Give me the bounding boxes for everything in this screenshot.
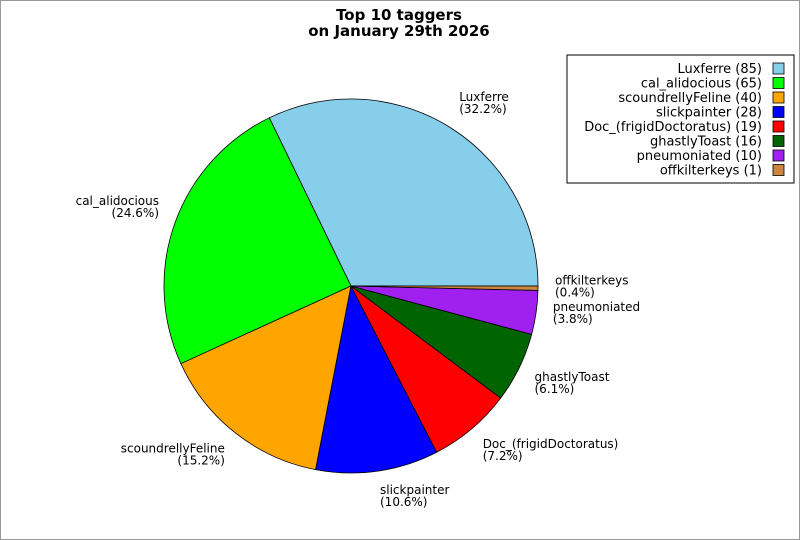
legend-item-slickpainter: slickpainter (28)	[656, 106, 785, 121]
slice-percent-luxferre: (32.2%)	[459, 102, 506, 116]
legend-label-doc-frigiddoctoratus: Doc_(frigidDoctoratus) (19)	[584, 120, 762, 135]
legend-item-scoundrellyfeline: scoundrellyFeline (40)	[618, 91, 785, 106]
legend-swatch-doc-frigiddoctoratus	[772, 120, 785, 133]
slice-labels: Luxferre(32.2%) cal_alidocious(24.6%) scou…	[76, 90, 641, 509]
slice-label-slickpainter: slickpainter	[380, 483, 449, 497]
legend-label-ghastlytoast: ghastlyToast (16)	[650, 135, 762, 150]
legend-label-offkilterkeys: offkilterkeys (1)	[660, 164, 762, 179]
legend-box	[566, 54, 795, 184]
slice-percent-doc-frigiddoctoratus: (7.2%)	[483, 449, 523, 463]
legend-label-luxferre: Luxferre (85)	[677, 62, 762, 77]
pie-slice-luxferre	[268, 98, 539, 287]
slice-label-ghastlytoast: ghastlyToast	[535, 370, 610, 384]
slice-percent-cal-alidocious: (24.6%)	[112, 206, 159, 220]
pie-slice-scoundrellyfeline	[180, 285, 352, 471]
slice-percent-ghastlytoast: (6.1%)	[535, 382, 575, 396]
slice-label-cal-alidocious: cal_alidocious	[76, 194, 159, 208]
legend-item-doc-frigiddoctoratus: Doc_(frigidDoctoratus) (19)	[584, 120, 785, 135]
legend-item-cal-alidocious: cal_alidocious (65)	[641, 77, 785, 92]
legend-swatch-offkilterkeys	[772, 164, 785, 176]
slice-percent-pneumoniated: (3.8%)	[553, 312, 593, 326]
legend: Luxferre (85)cal_alidocious (65)scoundre…	[566, 54, 795, 184]
legend-item-luxferre: Luxferre (85)	[677, 62, 785, 77]
pie-slice-slickpainter	[315, 284, 438, 474]
slice-percent-offkilterkeys: (0.4%)	[555, 285, 595, 299]
chart-title-line-2: on January 29th 2026	[308, 22, 489, 40]
chart-title-line-1: Top 10 taggers	[336, 6, 462, 24]
slice-label-offkilterkeys: offkilterkeys	[555, 273, 629, 287]
legend-swatch-cal-alidocious	[772, 77, 785, 89]
legend-swatch-slickpainter	[772, 106, 785, 118]
legend-swatch-luxferre	[772, 62, 785, 75]
pie-slice-cal-alidocious	[163, 117, 352, 365]
pie-slice-offkilterkeys	[350, 285, 539, 291]
legend-label-pneumoniated: pneumoniated (10)	[637, 149, 762, 164]
legend-swatch-pneumoniated	[772, 149, 785, 162]
chart-title: Top 10 taggers on January 29th 2026	[308, 6, 489, 40]
slice-percent-scoundrellyfeline: (15.2%)	[177, 453, 224, 467]
legend-swatch-scoundrellyfeline	[772, 91, 785, 104]
legend-item-pneumoniated: pneumoniated (10)	[637, 149, 785, 164]
slice-percent-slickpainter: (10.6%)	[380, 495, 427, 509]
slice-label-scoundrellyfeline: scoundrellyFeline	[121, 441, 225, 455]
legend-swatch-ghastlytoast	[772, 135, 785, 147]
slice-label-luxferre: Luxferre	[459, 90, 509, 104]
pie-slices	[163, 98, 539, 474]
slice-label-pneumoniated: pneumoniated	[553, 300, 640, 314]
legend-label-cal-alidocious: cal_alidocious (65)	[641, 77, 762, 92]
legend-label-scoundrellyfeline: scoundrellyFeline (40)	[618, 91, 762, 106]
legend-item-offkilterkeys: offkilterkeys (1)	[660, 164, 785, 179]
legend-label-slickpainter: slickpainter (28)	[656, 106, 762, 121]
legend-item-ghastlytoast: ghastlyToast (16)	[650, 135, 785, 150]
slice-label-doc-frigiddoctoratus: Doc_(frigidDoctoratus)	[483, 437, 619, 451]
